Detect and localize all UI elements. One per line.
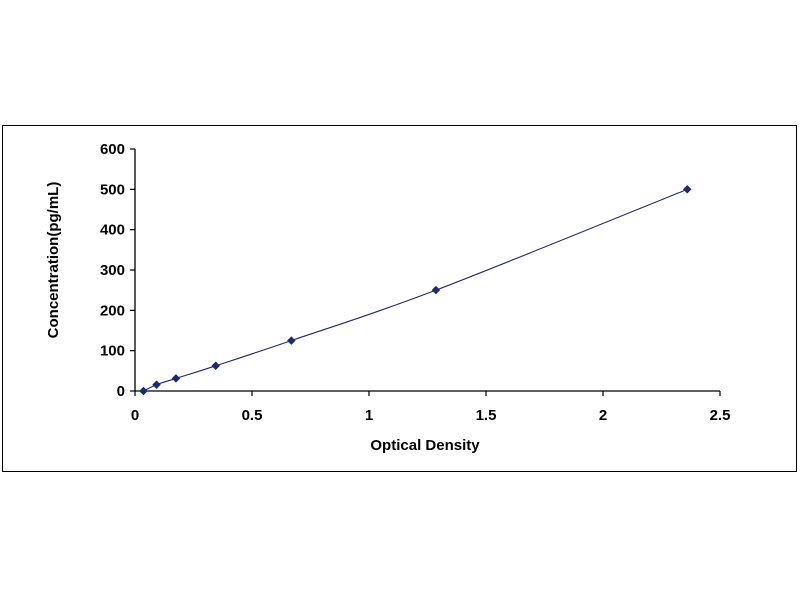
data-point-marker [211, 361, 221, 371]
y-tick-label: 300 [100, 262, 125, 279]
y-axis-title: Concentration(pg/mL) [45, 182, 62, 339]
y-tick-label: 500 [100, 181, 125, 198]
y-tick-label: 400 [100, 222, 125, 239]
data-point-marker [171, 374, 181, 383]
x-tick-label: 2.5 [710, 407, 731, 424]
x-tick-label: 0 [131, 407, 139, 424]
data-point-marker [152, 380, 161, 390]
ticks: 0 100 200 300 400 500 600 0 0.5 1 1.5 2 2.5 [100, 141, 730, 424]
data-point-marker [682, 184, 692, 194]
y-tick-label: 100 [100, 343, 125, 360]
data-points [139, 184, 692, 396]
x-tick-label: 2 [599, 407, 607, 424]
x-tick-label: 0.5 [242, 407, 263, 424]
y-tick-label: 600 [100, 141, 125, 158]
y-tick-label: 200 [100, 302, 125, 319]
y-tick-label: 0 [117, 383, 125, 400]
fit-curve [143, 188, 688, 392]
x-axis-title: Optical Density [370, 437, 480, 454]
data-point-marker [139, 386, 148, 396]
axes [134, 149, 720, 392]
fit-curve-group [143, 188, 688, 392]
x-tick-label: 1 [365, 407, 373, 424]
data-point-marker [431, 285, 441, 295]
x-tick-label: 1.5 [476, 407, 497, 424]
data-point-marker [286, 336, 296, 345]
